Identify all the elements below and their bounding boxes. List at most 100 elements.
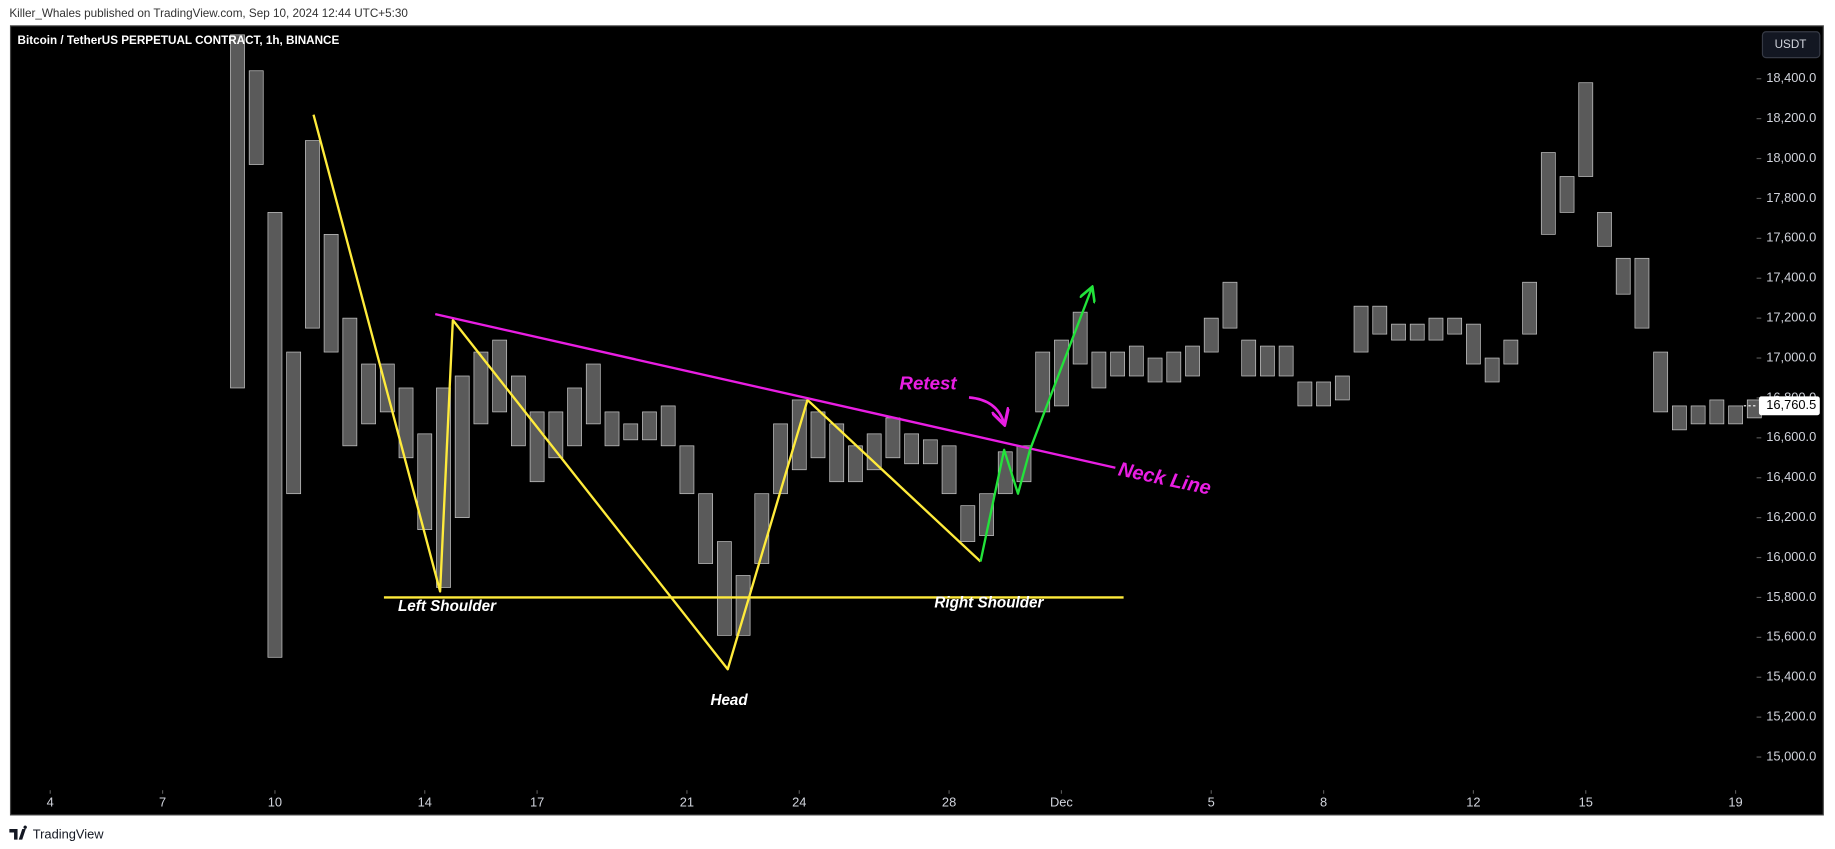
price-range xyxy=(1166,351,1182,383)
x-tick-label: 7 xyxy=(159,795,166,810)
price-range xyxy=(866,433,882,471)
price-range xyxy=(698,493,714,564)
x-tick-label: 8 xyxy=(1320,795,1327,810)
y-tick-label: 17,600.0 xyxy=(1766,230,1816,245)
price-range xyxy=(660,405,676,447)
y-tick-label: 17,400.0 xyxy=(1766,270,1816,285)
y-tick-label: 15,400.0 xyxy=(1766,669,1816,684)
last-price-label: 16,760.5 xyxy=(1766,397,1816,412)
pattern-line xyxy=(434,313,1116,469)
price-range xyxy=(1522,281,1537,335)
price-range xyxy=(1054,339,1069,407)
price-range xyxy=(492,339,508,413)
x-tick-label: Dec xyxy=(1050,795,1073,810)
price-range xyxy=(585,363,601,425)
price-range xyxy=(1597,212,1612,247)
y-tick-label: 16,000.0 xyxy=(1766,549,1816,564)
y-tick-label: 17,200.0 xyxy=(1766,310,1816,325)
price-range xyxy=(1634,257,1650,329)
price-range xyxy=(716,541,732,636)
x-tick-label: 21 xyxy=(680,795,694,810)
price-range xyxy=(1690,405,1706,425)
y-tick-label: 16,600.0 xyxy=(1766,429,1816,444)
annotation: Left Shoulder xyxy=(398,598,497,615)
price-range xyxy=(1484,357,1500,383)
price-range xyxy=(941,445,957,495)
byline: Killer_Whales published on TradingView.c… xyxy=(9,7,408,20)
price-range xyxy=(1147,357,1163,383)
price-range xyxy=(1334,375,1350,401)
price-range xyxy=(1428,317,1444,341)
price-range xyxy=(1353,305,1369,353)
x-tick-label: 28 xyxy=(942,795,956,810)
pattern-line xyxy=(312,114,982,671)
x-tick-label: 4 xyxy=(47,795,54,810)
price-range xyxy=(305,140,320,329)
price-range xyxy=(1203,317,1219,353)
price-range xyxy=(848,445,863,483)
price-range xyxy=(1297,381,1313,407)
price-range xyxy=(904,433,920,465)
x-tick-label: 17 xyxy=(530,795,544,810)
chart-title: Bitcoin / TetherUS PERPETUAL CONTRACT, 1… xyxy=(18,34,340,47)
y-tick-label: 17,800.0 xyxy=(1766,190,1816,205)
price-range xyxy=(1222,281,1238,329)
plot xyxy=(230,34,1762,658)
price-range xyxy=(398,387,414,459)
retest-arrow xyxy=(968,396,1004,423)
price-range xyxy=(1409,323,1425,341)
x-tick-label: 15 xyxy=(1579,795,1593,810)
price-range xyxy=(248,70,264,165)
y-tick-label: 16,400.0 xyxy=(1766,469,1816,484)
price-range xyxy=(1709,399,1725,425)
x-tick-label: 10 xyxy=(268,795,282,810)
price-range xyxy=(642,411,657,441)
price-range xyxy=(342,317,358,447)
price-range xyxy=(960,505,976,542)
price-range xyxy=(773,423,788,495)
currency-button[interactable] xyxy=(1761,31,1821,59)
x-tick-label: 12 xyxy=(1466,795,1480,810)
y-tick-label: 15,800.0 xyxy=(1766,589,1816,604)
price-range xyxy=(1260,345,1275,377)
price-range xyxy=(1278,345,1294,377)
price-range xyxy=(1128,345,1144,377)
price-range xyxy=(623,423,639,441)
price-range xyxy=(1559,176,1575,213)
price-range xyxy=(1615,257,1631,295)
price-range xyxy=(1447,317,1463,335)
y-tick-label: 18,400.0 xyxy=(1766,70,1816,85)
price-range xyxy=(473,351,489,425)
price-range xyxy=(922,439,938,465)
y-tick-label: 17,000.0 xyxy=(1766,349,1816,364)
price-range xyxy=(1241,339,1257,377)
price-range xyxy=(1185,345,1200,377)
pattern-line xyxy=(979,288,1092,562)
price-range xyxy=(1540,152,1556,235)
y-tick-label: 15,000.0 xyxy=(1766,748,1816,763)
price-range xyxy=(1091,351,1107,389)
price-range xyxy=(323,233,339,353)
price-range xyxy=(810,411,826,459)
currency-label: USDT xyxy=(1775,38,1807,51)
x-tick-label: 14 xyxy=(418,795,432,810)
price-range xyxy=(1466,323,1481,365)
y-tick-label: 16,200.0 xyxy=(1766,509,1816,524)
x-tick-label: 5 xyxy=(1208,795,1215,810)
chart-panel xyxy=(9,25,1824,816)
price-range xyxy=(1728,405,1743,425)
price-range xyxy=(1653,351,1669,413)
y-tick-label: 15,200.0 xyxy=(1766,709,1816,724)
price-range xyxy=(454,375,470,518)
annotation: Right Shoulder xyxy=(934,594,1044,611)
price-range xyxy=(829,423,845,483)
price-range xyxy=(1110,351,1125,377)
y-tick-label: 15,600.0 xyxy=(1766,629,1816,644)
annotation: Retest xyxy=(899,372,957,393)
y-tick-label: 18,000.0 xyxy=(1766,150,1816,165)
price-range xyxy=(1035,351,1051,413)
price-range xyxy=(885,417,901,459)
price-range xyxy=(1372,305,1388,335)
